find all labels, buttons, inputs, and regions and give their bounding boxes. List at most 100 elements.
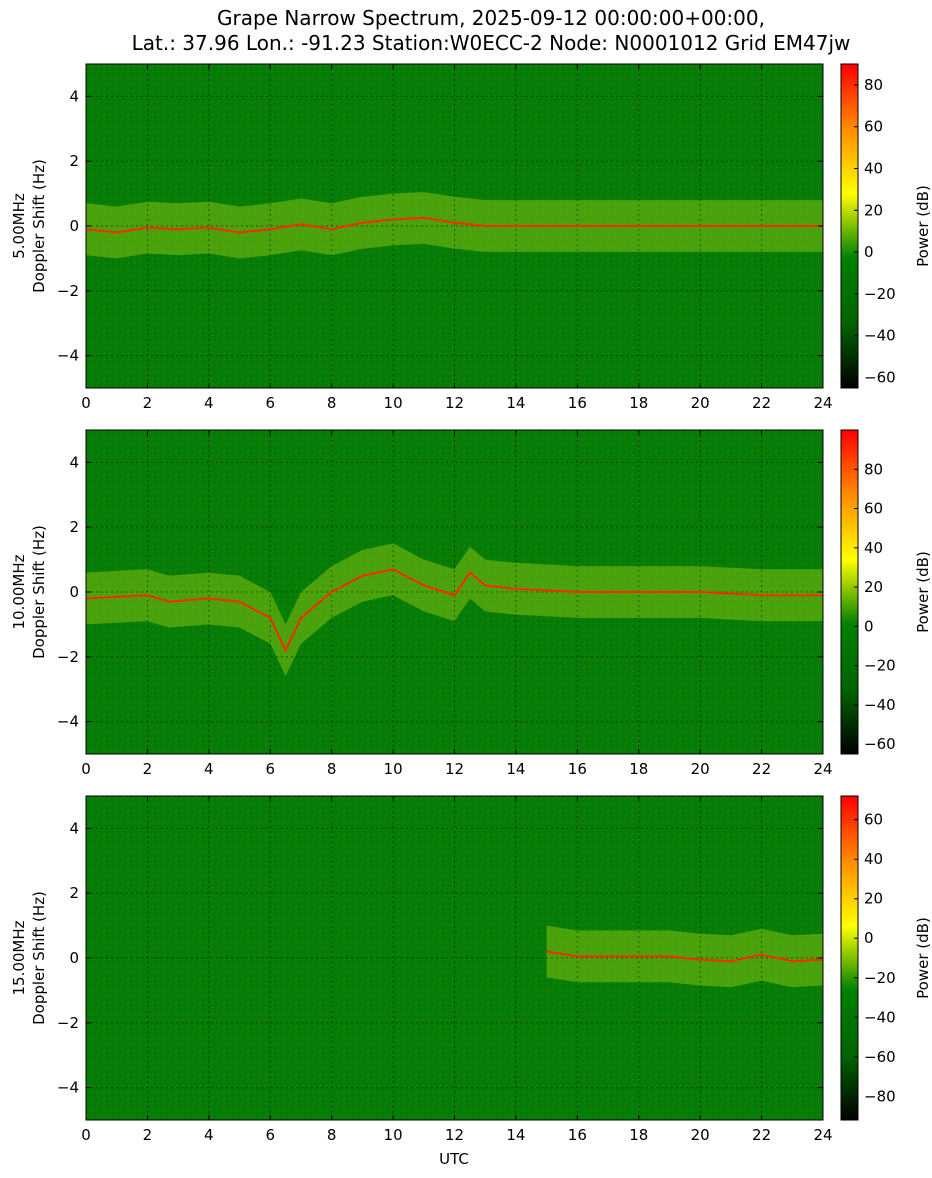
x-tick-label: 20 xyxy=(691,394,710,412)
colorbar xyxy=(840,429,859,755)
x-tick-label: 8 xyxy=(327,394,337,412)
y-tick-label: −4 xyxy=(57,713,79,731)
colorbar-label: Power (dB) xyxy=(914,551,932,633)
colorbar-tick-label: 40 xyxy=(864,539,883,557)
figure-title-line-1: Grape Narrow Spectrum, 2025-09-12 00:00:… xyxy=(217,6,765,30)
colorbar-label: Power (dB) xyxy=(914,185,932,267)
x-tick-label: 14 xyxy=(506,760,525,778)
x-tick-label: 16 xyxy=(568,1126,587,1144)
x-tick-label: 20 xyxy=(691,760,710,778)
x-tick-label: 14 xyxy=(506,394,525,412)
colorbar-tick-label: −20 xyxy=(864,969,896,987)
x-tick-label: 22 xyxy=(752,760,771,778)
x-tick-label: 16 xyxy=(568,394,587,412)
x-tick-label: 22 xyxy=(752,1126,771,1144)
x-tick-label: 24 xyxy=(813,1126,832,1144)
colorbar-tick-label: −40 xyxy=(864,327,896,345)
y-tick-label: −4 xyxy=(57,1079,79,1097)
colorbar-tick-label: −60 xyxy=(864,1048,896,1066)
y-tick-label: 2 xyxy=(69,152,79,170)
colorbar-tick-label: 60 xyxy=(864,118,883,136)
colorbar-tick-label: 0 xyxy=(864,929,874,947)
colorbar-tick-label: −60 xyxy=(864,369,896,387)
x-tick-label: 6 xyxy=(265,1126,275,1144)
colorbar-tick-label: 20 xyxy=(864,578,883,596)
colorbar-tick-label: −20 xyxy=(864,657,896,675)
x-tick-label: 12 xyxy=(445,394,464,412)
x-tick-label: 2 xyxy=(143,1126,153,1144)
x-tick-label: 4 xyxy=(204,760,214,778)
x-tick-label: 12 xyxy=(445,1126,464,1144)
y-tick-label: 2 xyxy=(69,518,79,536)
y-tick-label: 4 xyxy=(69,819,79,837)
doppler-trace xyxy=(85,568,823,653)
x-tick-label: 0 xyxy=(81,394,91,412)
y-tick-label: 0 xyxy=(69,949,79,967)
colorbar-tick-label: 60 xyxy=(864,811,883,829)
colorbar-tick-label: −60 xyxy=(864,735,896,753)
y-tick-label: 0 xyxy=(69,217,79,235)
doppler-trace xyxy=(85,216,823,234)
plot-noise xyxy=(86,796,823,1120)
x-tick-label: 20 xyxy=(691,1126,710,1144)
x-tick-label: 8 xyxy=(327,1126,337,1144)
x-tick-label: 14 xyxy=(506,1126,525,1144)
colorbar-tick-label: −20 xyxy=(864,285,896,303)
colorbar-tick-label: 80 xyxy=(864,76,883,94)
x-tick-label: 0 xyxy=(81,1126,91,1144)
colorbar xyxy=(840,63,859,389)
colorbar-tick-label: −40 xyxy=(864,696,896,714)
colorbar-tick-label: 20 xyxy=(864,890,883,908)
x-axis-label: UTC xyxy=(439,1150,469,1168)
x-tick-label: 18 xyxy=(629,394,648,412)
x-tick-label: 16 xyxy=(568,760,587,778)
colorbar-tick-label: 40 xyxy=(864,850,883,868)
colorbar-tick-label: −40 xyxy=(864,1008,896,1026)
signal-glow xyxy=(546,925,823,988)
figure-title-line-2: Lat.: 37.96 Lon.: -91.23 Station:W0ECC-2… xyxy=(132,31,851,55)
y-axis-label-frequency: 15.00MHz xyxy=(10,920,28,995)
x-tick-label: 6 xyxy=(265,760,275,778)
x-tick-label: 4 xyxy=(204,1126,214,1144)
colorbar-label: Power (dB) xyxy=(914,917,932,999)
x-tick-label: 10 xyxy=(384,394,403,412)
grid xyxy=(86,796,823,1120)
colorbar-tick-label: 40 xyxy=(864,160,883,178)
x-tick-label: 12 xyxy=(445,760,464,778)
colorbar-tick-label: 20 xyxy=(864,201,883,219)
x-tick-label: 24 xyxy=(813,760,832,778)
x-tick-label: 18 xyxy=(629,760,648,778)
x-tick-label: 0 xyxy=(81,760,91,778)
x-tick-label: 18 xyxy=(629,1126,648,1144)
x-tick-label: 4 xyxy=(204,394,214,412)
colorbar-tick-label: 0 xyxy=(864,617,874,635)
y-tick-label: 0 xyxy=(69,583,79,601)
y-tick-label: −4 xyxy=(57,347,79,365)
x-tick-label: 24 xyxy=(813,394,832,412)
x-tick-label: 10 xyxy=(384,1126,403,1144)
y-tick-label: −2 xyxy=(57,282,79,300)
signal-glow xyxy=(86,543,823,677)
y-tick-label: 4 xyxy=(69,453,79,471)
y-tick-label: 4 xyxy=(69,87,79,105)
x-tick-label: 10 xyxy=(384,760,403,778)
y-tick-label: −2 xyxy=(57,1014,79,1032)
colorbar-tick-label: −80 xyxy=(864,1087,896,1105)
y-axis-label-doppler: Doppler Shift (Hz) xyxy=(30,891,48,1025)
x-tick-label: 2 xyxy=(143,394,153,412)
y-axis-label-doppler: Doppler Shift (Hz) xyxy=(30,525,48,659)
colorbar xyxy=(840,795,859,1121)
colorbar-tick-label: 60 xyxy=(864,500,883,518)
y-axis-label-frequency: 5.00MHz xyxy=(10,193,28,259)
colorbar-tick-label: 80 xyxy=(864,460,883,478)
y-axis-label-doppler: Doppler Shift (Hz) xyxy=(30,159,48,293)
doppler-trace xyxy=(546,950,824,963)
x-tick-label: 6 xyxy=(265,394,275,412)
y-tick-label: −2 xyxy=(57,648,79,666)
y-tick-label: 2 xyxy=(69,884,79,902)
x-tick-label: 2 xyxy=(143,760,153,778)
y-axis-label-frequency: 10.00MHz xyxy=(10,554,28,629)
